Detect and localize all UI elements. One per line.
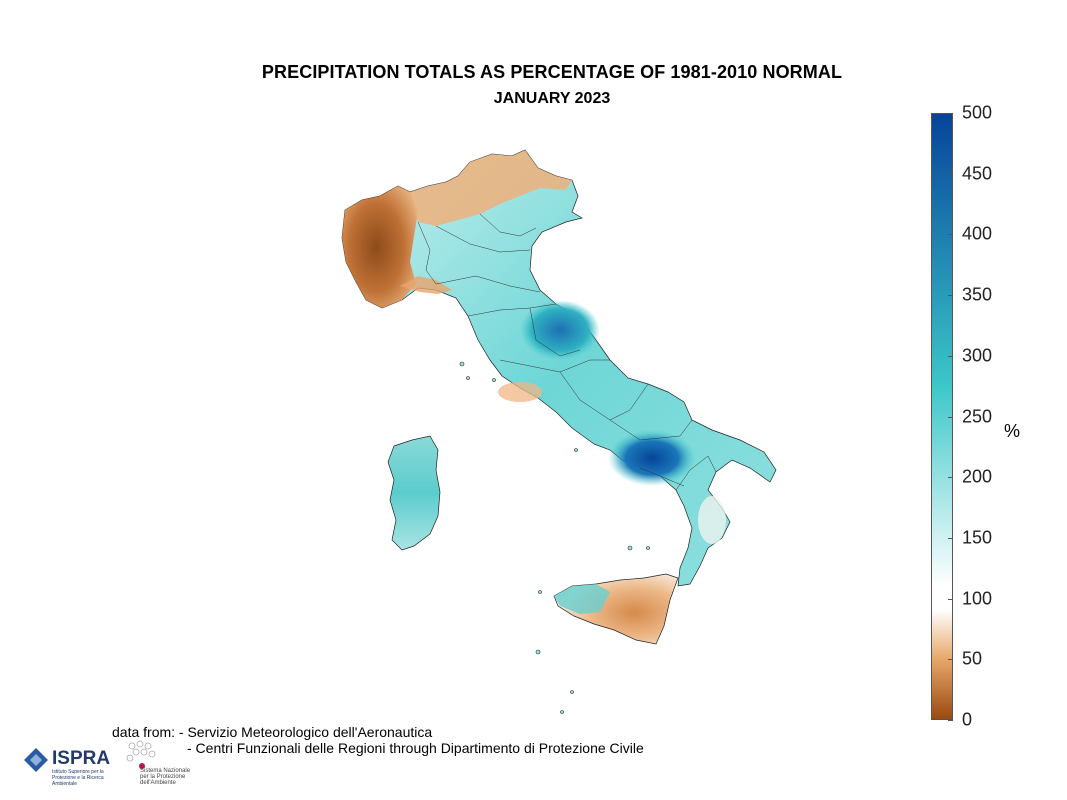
color-scale-tick-mark xyxy=(948,234,953,236)
snpa-logo-icon xyxy=(126,740,156,769)
color-scale-tick-mark xyxy=(948,416,953,418)
west-sicily-wet xyxy=(554,584,610,614)
color-scale-tick-mark xyxy=(948,477,953,479)
italy-precipitation-map xyxy=(341,149,777,714)
small-islands xyxy=(459,361,650,714)
color-scale-tick-label: 0 xyxy=(962,709,973,730)
alpine-dry-area xyxy=(410,150,572,226)
color-scale-tick-mark xyxy=(948,720,953,721)
snpa-logo-subtitle: Sistema Nazionale per la Protezione dell… xyxy=(140,768,191,786)
calabria-light-area xyxy=(698,496,726,544)
color-scale-tick-mark xyxy=(948,295,953,297)
liguria-dry-area xyxy=(400,276,452,294)
color-scale-tick-label: 100 xyxy=(962,588,993,609)
color-scale-tick-label: 200 xyxy=(962,466,993,487)
ispra-logo-icon xyxy=(24,748,48,772)
color-scale-unit: % xyxy=(1004,421,1021,441)
color-scale-tick-mark xyxy=(948,659,953,661)
sardinia xyxy=(387,435,441,551)
source-line-1: data from: - Servizio Meteorologico dell… xyxy=(112,724,433,740)
lazio-coast-dry xyxy=(498,382,542,402)
color-scale-tick-mark xyxy=(948,537,953,539)
color-scale-tick-mark xyxy=(948,173,953,175)
color-scale-tick-label: 350 xyxy=(962,284,993,305)
map-title: PRECIPITATION TOTALS AS PERCENTAGE OF 19… xyxy=(261,62,843,82)
ispra-logo-name: ISPRA xyxy=(52,748,111,769)
northwest-dry-area xyxy=(342,186,418,308)
color-scale-tick-label: 450 xyxy=(962,163,993,184)
campania-wet-core xyxy=(608,430,696,486)
source-line-2: - Centri Funzionali delle Regioni throug… xyxy=(187,740,644,756)
color-scale-tick-label: 50 xyxy=(962,648,983,669)
color-scale-tick-mark xyxy=(948,355,953,357)
color-scale-tick-label: 400 xyxy=(962,223,993,244)
color-scale-tick-mark xyxy=(948,113,953,114)
color-scale-tick-label: 300 xyxy=(962,345,993,366)
map-subtitle: JANUARY 2023 xyxy=(493,90,611,107)
ispra-logo-subtitle: Istituto Superiore per la Protezione e l… xyxy=(52,769,104,787)
region-boundaries xyxy=(417,213,717,491)
color-scale-tick-mark xyxy=(948,598,953,600)
color-scale-tick-label: 250 xyxy=(962,406,993,426)
marche-wet-area xyxy=(520,300,600,360)
color-scale-tick-label: 150 xyxy=(962,527,993,548)
color-scale-tick-label: 500 xyxy=(962,102,993,123)
